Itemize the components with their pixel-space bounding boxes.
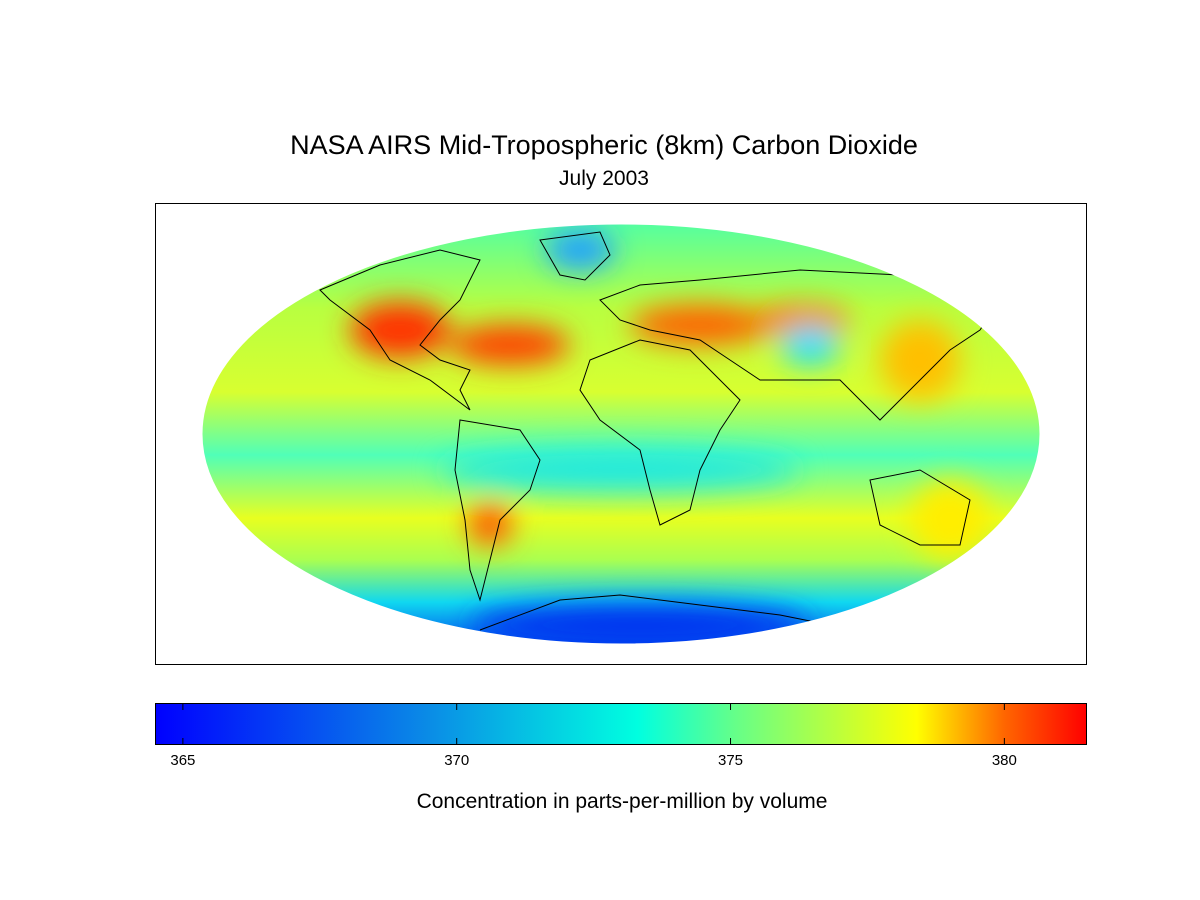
co2-field xyxy=(202,224,1040,644)
map-subtitle: July 2003 xyxy=(559,167,649,190)
globe-outline xyxy=(201,223,1041,645)
field-anomalies xyxy=(350,230,990,644)
colorbar-label: Concentration in parts-per-million by vo… xyxy=(416,790,828,813)
colorbar-tick-label: 375 xyxy=(718,752,744,769)
colorbar-tick-label: 365 xyxy=(170,752,196,769)
colorbar xyxy=(155,703,1087,745)
map-title: NASA AIRS Mid-Tropospheric (8km) Carbon … xyxy=(290,130,918,160)
colorbar-tick-label: 370 xyxy=(444,752,470,769)
coastlines xyxy=(319,231,1001,631)
colorbar-tick-label: 380 xyxy=(991,752,1017,769)
